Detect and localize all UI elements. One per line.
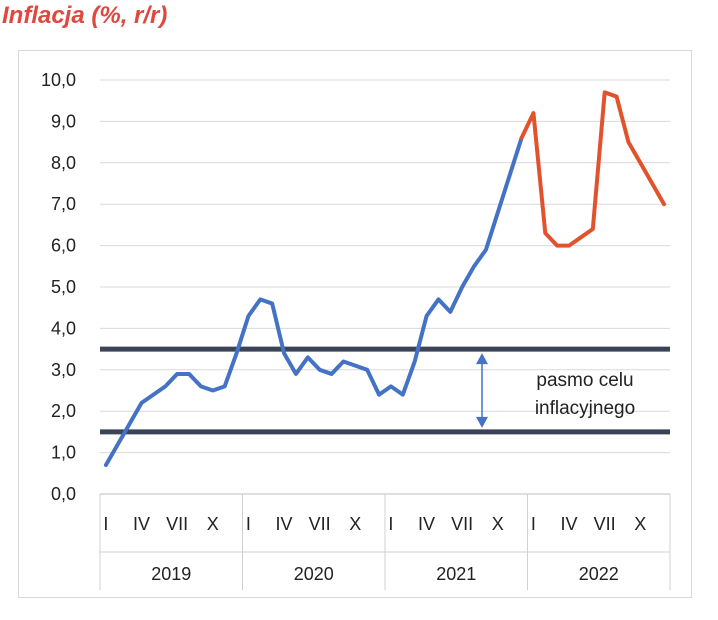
x-tick-label: VII [594, 514, 616, 534]
band-annotation-text: inflacyjnego [535, 398, 635, 419]
x-tick-label: X [207, 514, 219, 534]
x-tick-label: VII [451, 514, 473, 534]
y-tick-label: 3,0 [51, 360, 76, 380]
y-tick-label: 0,0 [51, 484, 76, 504]
x-tick-label: IV [133, 514, 150, 534]
x-tick-label: X [492, 514, 504, 534]
arrow-head-down [476, 416, 488, 428]
y-axis-ticks: 0,0 1,0 2,0 3,0 4,0 5,0 6,0 7,0 8,0 9,0 10,0 [41, 70, 76, 504]
x-tick-label: I [531, 514, 536, 534]
arrow-head-up [476, 353, 488, 365]
x-tick-label: VII [309, 514, 331, 534]
y-tick-label: 7,0 [51, 194, 76, 214]
series-line [103, 135, 524, 468]
chart-frame [18, 50, 692, 598]
x-tick-label: IV [418, 514, 435, 534]
target-band-lines [100, 346, 670, 435]
x-axis: I IV VII X 2019 I IV VII X 2020 I IV VII X 2021 I IV VII X… [99, 494, 671, 590]
target-band-annotation: pasmo celu inflacyjnego [476, 353, 635, 428]
y-tick-label: 4,0 [51, 318, 76, 338]
series-line [519, 90, 667, 248]
x-year-label: 2020 [294, 564, 334, 584]
y-tick-label: 1,0 [51, 443, 76, 463]
x-year-label: 2019 [151, 564, 191, 584]
series-lines [103, 90, 667, 468]
x-tick-label: I [246, 514, 251, 534]
chart-title: Inflacja (%, r/r) [2, 2, 168, 29]
y-tick-label: 5,0 [51, 277, 76, 297]
y-tick-label: 2,0 [51, 401, 76, 421]
band-annotation-text: pasmo celu [536, 370, 633, 391]
x-tick-label: IV [561, 514, 578, 534]
y-tick-label: 9,0 [51, 111, 76, 131]
y-tick-label: 10,0 [41, 70, 76, 90]
x-tick-label: VII [166, 514, 188, 534]
y-tick-label: 8,0 [51, 153, 76, 173]
x-tick-label: X [634, 514, 646, 534]
x-tick-label: IV [276, 514, 293, 534]
x-year-label: 2021 [436, 564, 476, 584]
x-year-label: 2022 [579, 564, 619, 584]
x-tick-label: I [388, 514, 393, 534]
gridlines [100, 79, 670, 495]
y-tick-label: 6,0 [51, 236, 76, 256]
x-tick-label: X [349, 514, 361, 534]
x-tick-label: I [103, 514, 108, 534]
